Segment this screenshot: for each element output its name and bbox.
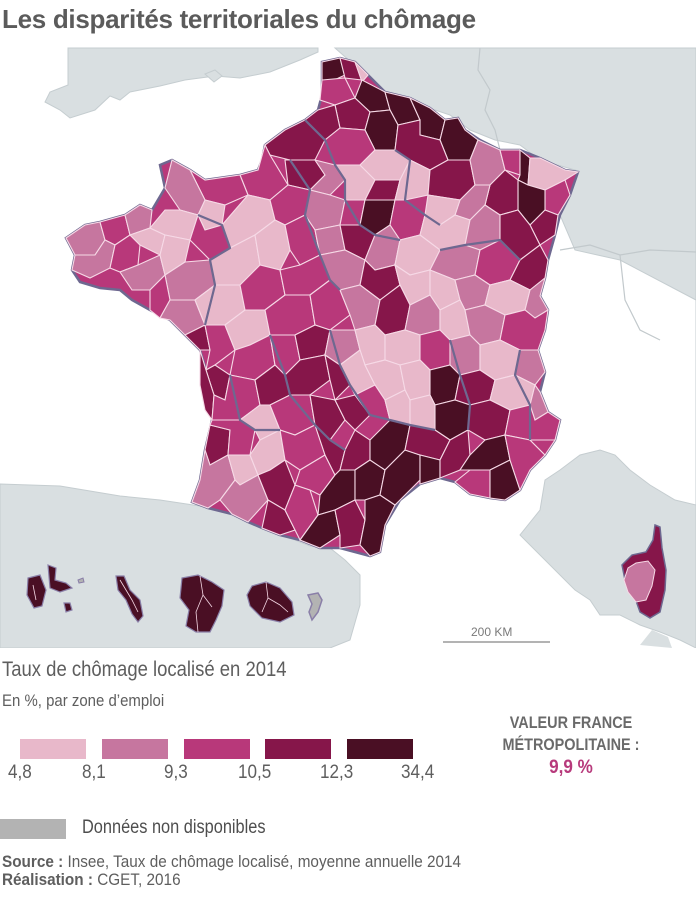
legend-swatch-class-1 [20,739,86,759]
credit-text: CGET, 2016 [92,870,181,889]
legend-subtitle: En %, par zone d’emploi [2,691,165,710]
legend-tick: 10,5 [238,762,272,783]
no-data-label: Données non disponibles [82,817,266,838]
national-value-label-line1: VALEUR FRANCE [509,713,633,732]
legend-swatch-class-4 [265,739,331,759]
guadeloupe [26,564,74,613]
legend-swatch-class-2 [102,739,168,759]
corsica [621,523,667,619]
legend-tick: 34,4 [401,762,435,783]
mayotte [306,592,323,622]
employment-zones [65,57,580,557]
legend-tick: 8,1 [82,762,106,783]
source-label: Source : [2,852,64,871]
martinique [115,575,144,623]
legend-tick: 9,3 [164,762,188,783]
source-text: Insee, Taux de chômage localisé, moyenne… [63,852,462,871]
no-data-swatch [0,819,66,839]
page-title: Les disparités territoriales du chômage [2,4,476,34]
scale-label: 200 KM [471,625,512,639]
legend-swatch-class-3 [184,739,250,759]
legend-tick: 12,3 [320,762,354,783]
legend-title: Taux de chômage localisé en 2014 [2,658,287,681]
national-value: 9,9 % [549,757,593,778]
choropleth-map: 200 KM [0,47,696,648]
national-value-label-line2: MÉTROPOLITAINE : [502,735,640,754]
credit-label: Réalisation : [2,870,93,889]
reunion [246,581,295,623]
scale-bar: 200 KM [443,625,550,643]
guyane [179,574,225,633]
source-block: Source : Insee, Taux de chômage localisé… [2,853,461,889]
national-value-box: VALEUR FRANCE MÉTROPOLITAINE : 9,9 % [466,712,676,780]
legend-tick: 4,8 [8,762,32,783]
legend-swatch-class-5 [347,739,413,759]
